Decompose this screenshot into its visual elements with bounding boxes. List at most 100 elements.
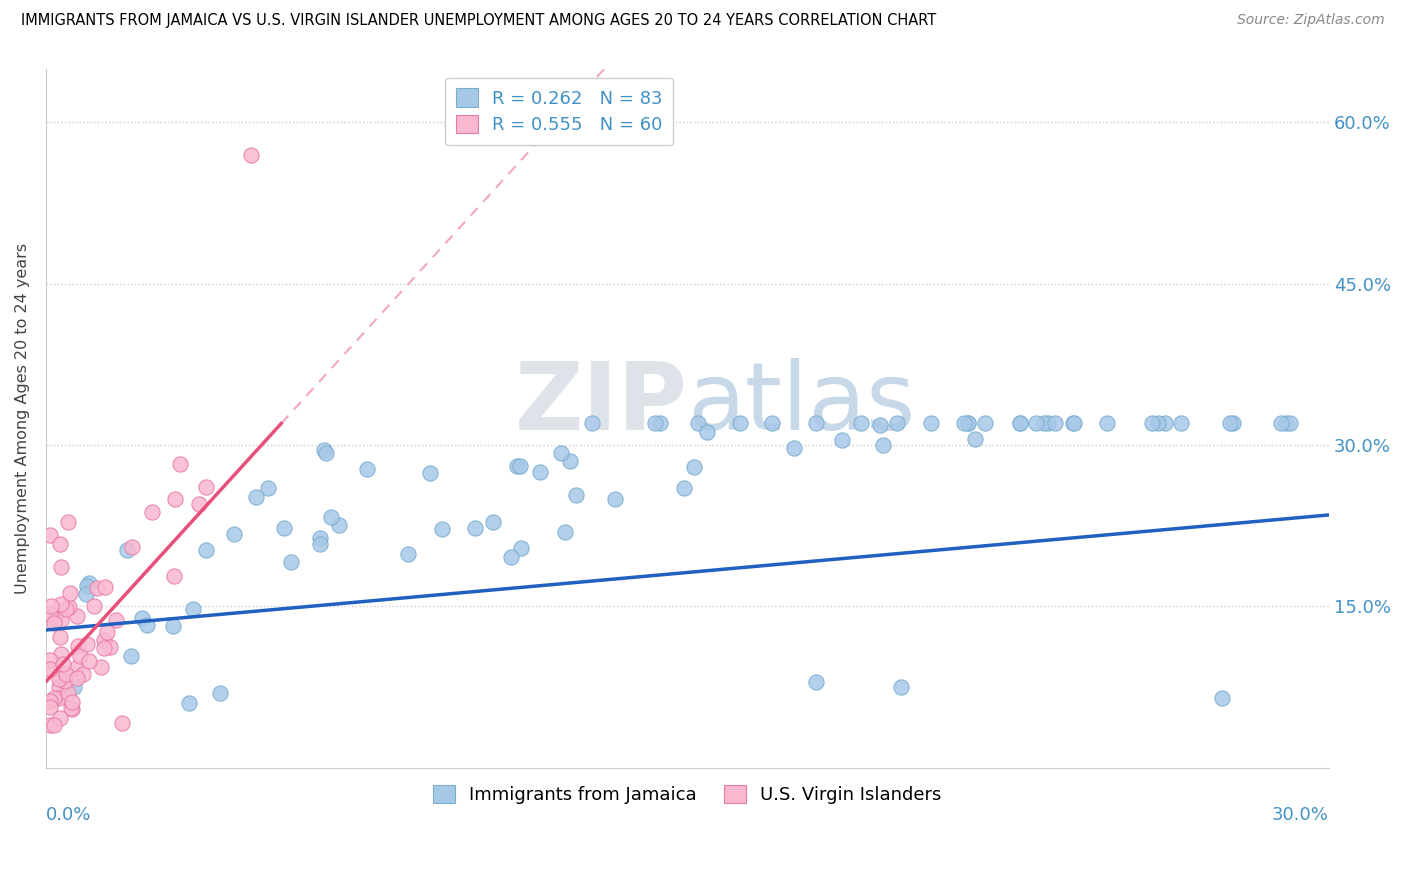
Point xyxy=(1279,417,1302,431)
Point xyxy=(956,417,979,431)
Point xyxy=(86,582,108,596)
Point xyxy=(312,443,335,458)
Point xyxy=(120,649,142,664)
Point xyxy=(63,680,86,694)
Text: 0.0%: 0.0% xyxy=(46,806,91,824)
Text: Source: ZipAtlas.com: Source: ZipAtlas.com xyxy=(1237,13,1385,28)
Point xyxy=(48,673,70,687)
Point xyxy=(208,686,231,700)
Point xyxy=(115,543,138,558)
Point xyxy=(56,686,79,700)
Point xyxy=(603,491,626,506)
Text: IMMIGRANTS FROM JAMAICA VS U.S. VIRGIN ISLANDER UNEMPLOYMENT AMONG AGES 20 TO 24: IMMIGRANTS FROM JAMAICA VS U.S. VIRGIN I… xyxy=(21,13,936,29)
Point xyxy=(806,417,828,431)
Point xyxy=(39,699,62,714)
Point xyxy=(869,418,891,433)
Point xyxy=(60,695,83,709)
Point xyxy=(644,417,666,431)
Point xyxy=(42,717,65,731)
Point xyxy=(39,599,62,614)
Point xyxy=(501,550,523,565)
Point xyxy=(648,417,671,431)
Point xyxy=(58,599,80,614)
Point xyxy=(60,700,83,714)
Point xyxy=(49,613,72,627)
Point xyxy=(169,457,191,471)
Point xyxy=(49,537,72,551)
Point xyxy=(39,717,62,731)
Point xyxy=(683,460,706,475)
Point xyxy=(728,417,751,431)
Point xyxy=(93,633,115,648)
Point xyxy=(1170,417,1192,431)
Point xyxy=(65,660,87,674)
Point xyxy=(48,690,70,705)
Legend: Immigrants from Jamaica, U.S. Virgin Islanders: Immigrants from Jamaica, U.S. Virgin Isl… xyxy=(426,777,949,811)
Point xyxy=(66,608,89,623)
Point xyxy=(72,666,94,681)
Point xyxy=(849,417,872,431)
Point xyxy=(224,527,246,541)
Point xyxy=(1008,417,1031,431)
Point xyxy=(1211,690,1233,705)
Point xyxy=(136,617,159,632)
Point xyxy=(195,543,218,558)
Point xyxy=(321,509,343,524)
Point xyxy=(581,417,603,431)
Point xyxy=(44,612,66,626)
Point xyxy=(179,696,201,710)
Text: 30.0%: 30.0% xyxy=(1272,806,1329,824)
Point xyxy=(111,715,134,730)
Text: ZIP: ZIP xyxy=(515,358,688,450)
Point xyxy=(51,688,73,702)
Point xyxy=(309,537,332,551)
Point xyxy=(141,505,163,519)
Point xyxy=(1147,417,1170,431)
Point xyxy=(696,425,718,439)
Point xyxy=(51,560,73,574)
Point xyxy=(783,442,806,456)
Point xyxy=(1222,417,1244,431)
Point xyxy=(804,674,827,689)
Point xyxy=(506,459,529,474)
Point xyxy=(59,586,82,600)
Point xyxy=(121,540,143,554)
Point xyxy=(90,660,112,674)
Point xyxy=(1153,417,1175,431)
Point xyxy=(482,515,505,529)
Point xyxy=(51,647,73,661)
Point xyxy=(956,417,979,431)
Point xyxy=(44,615,66,630)
Point xyxy=(77,575,100,590)
Point xyxy=(66,671,89,685)
Point xyxy=(77,654,100,668)
Point xyxy=(94,580,117,594)
Point xyxy=(98,640,121,654)
Point xyxy=(39,653,62,667)
Point xyxy=(672,481,695,495)
Point xyxy=(464,520,486,534)
Point xyxy=(430,522,453,536)
Point xyxy=(419,467,441,481)
Point xyxy=(52,657,75,672)
Point xyxy=(1140,417,1163,431)
Point xyxy=(356,461,378,475)
Point xyxy=(60,702,83,716)
Point xyxy=(39,528,62,542)
Point xyxy=(131,611,153,625)
Point xyxy=(48,680,70,694)
Point xyxy=(831,433,853,447)
Point xyxy=(1025,417,1047,431)
Point xyxy=(1063,417,1085,431)
Point xyxy=(56,515,79,529)
Point xyxy=(55,666,77,681)
Point xyxy=(240,147,263,161)
Point xyxy=(83,599,105,613)
Point xyxy=(49,597,72,611)
Point xyxy=(39,607,62,621)
Point xyxy=(529,466,551,480)
Point xyxy=(42,691,65,706)
Point xyxy=(257,482,280,496)
Point xyxy=(1219,417,1241,431)
Point xyxy=(509,541,531,555)
